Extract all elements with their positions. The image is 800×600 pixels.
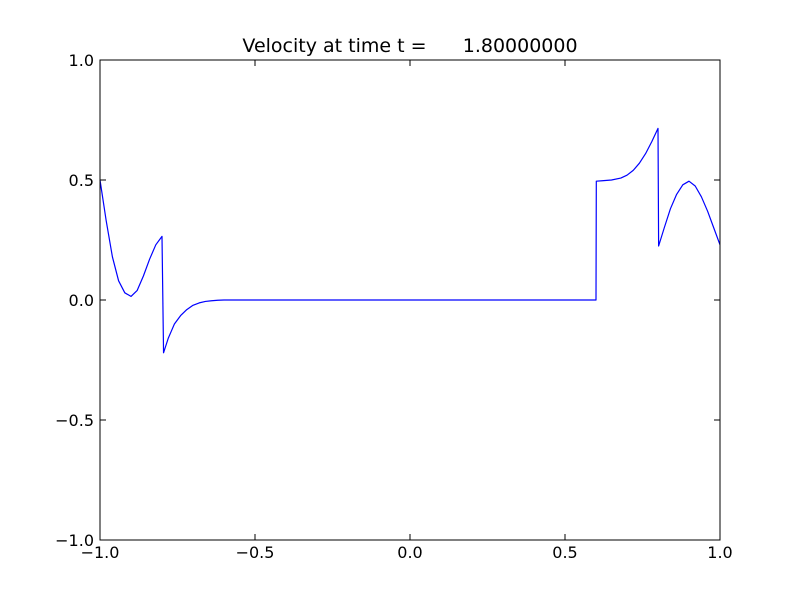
chart-title: Velocity at time t = 1.80000000 [242, 35, 577, 57]
y-tick-label: −0.5 [55, 411, 94, 430]
y-tick-label: 1.0 [69, 51, 94, 70]
x-tick-label: −1.0 [81, 543, 120, 562]
tick-labels: −1.0 −0.5 0.0 0.5 1.0 −1.0 −0.5 0.0 0.5 1.0 [55, 51, 733, 562]
x-tick-label: 0.0 [397, 543, 422, 562]
y-tick-label: −1.0 [55, 531, 94, 550]
y-tick-label: 0.0 [69, 291, 94, 310]
plot-frame [99, 59, 721, 541]
velocity-series-line [99, 127, 721, 354]
x-tick-label: 1.0 [707, 543, 732, 562]
x-tick-label: −0.5 [236, 543, 275, 562]
x-tick-label: 0.5 [552, 543, 577, 562]
series-layer [99, 127, 721, 354]
y-tick-label: 0.5 [69, 171, 94, 190]
